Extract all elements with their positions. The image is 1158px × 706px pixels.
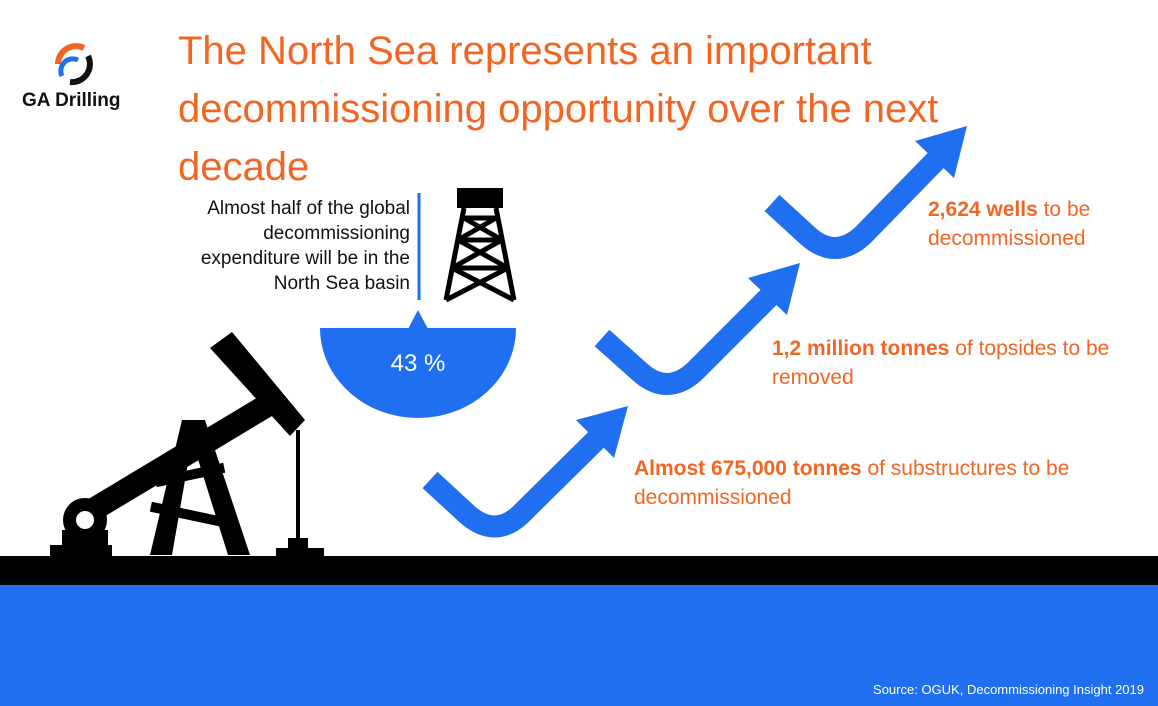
fact-highlight: Almost 675,000 tonnes: [634, 457, 862, 480]
fact-text: to be decommissioned: [928, 198, 1091, 250]
ground: [0, 556, 1158, 586]
fact-text: of substructures to be decommissioned: [634, 457, 1070, 509]
fact-highlight: 2,624 wells: [928, 198, 1038, 221]
fact-highlight: 1,2 million tonnes: [772, 337, 950, 360]
logo-icon: [55, 43, 93, 86]
arrow-heads: [576, 126, 967, 458]
logo-name: GA Drilling: [22, 90, 121, 111]
fact: Almost 675,000 tonnes of substructures t…: [634, 454, 1114, 512]
pumpjack-icon: [50, 332, 324, 556]
fact-text: of topsides to be removed: [772, 337, 1110, 389]
source: Source: OGUK, Decommissioning Insight 20…: [873, 682, 1144, 697]
fact: 1,2 million tonnes of topsides to be rem…: [772, 334, 1117, 392]
share-bowl: [320, 328, 516, 418]
derrick-icon: [443, 188, 517, 303]
share-pointer: [408, 310, 428, 329]
title: The North Sea represents an important de…: [178, 29, 939, 189]
growth-arrows: [422, 145, 951, 538]
fact: 2,624 wells to be decommissioned: [928, 195, 1138, 253]
callout-text: Almost half of the global decommissionin…: [200, 198, 410, 294]
share-label: 43 %: [390, 350, 446, 377]
sea: [0, 585, 1158, 706]
